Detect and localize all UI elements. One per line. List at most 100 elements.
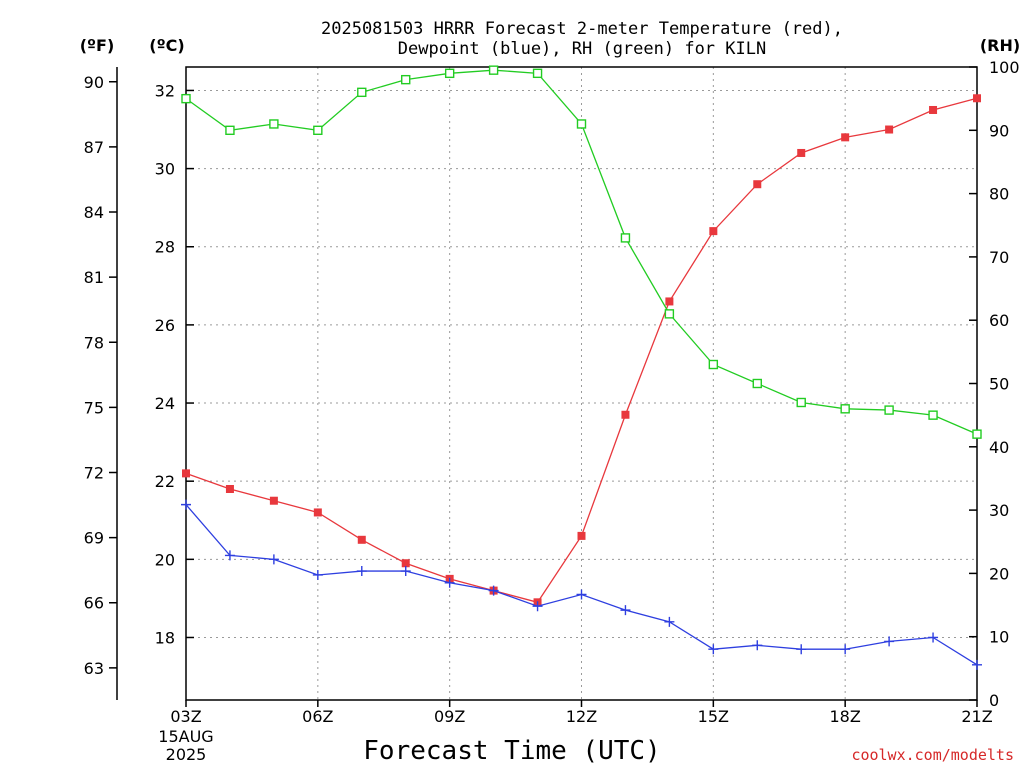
rh-point [752,378,762,389]
temperature-point [313,508,322,517]
temperature-point [665,297,674,306]
rh-point [928,410,938,420]
dewpoint-point [796,644,807,655]
temperature-point [357,535,366,544]
rh-point [664,309,675,319]
grid-lines [186,67,977,700]
dewpoint-point [532,601,543,612]
rh-tick-label: 40 [989,438,1009,457]
celsius-tick-label: 26 [155,316,175,335]
celsius-tick-label: 32 [155,81,175,100]
dewpoint-point [840,644,851,655]
fahrenheit-tick-label: 84 [84,203,104,222]
rh-point [444,68,455,79]
dewpoint-point [312,569,323,580]
celsius-tick-label: 24 [155,394,175,413]
dewpoint-point [181,499,191,510]
x-tick-label: 15Z [698,707,729,726]
dewpoint-point [488,585,499,596]
x-tick-label: 18Z [830,707,861,726]
dewpoint-point [928,632,939,643]
rh-tick-label: 80 [989,185,1009,204]
dewpoint-point [576,589,587,600]
temperature-point [973,94,981,103]
dewpoint-point [664,616,675,627]
dewpoint-point [708,644,719,655]
temperature-point [269,496,278,505]
x-axis-title: Forecast Time (UTC) [363,736,660,766]
fahrenheit-tick-label: 69 [84,529,104,548]
temperature-point [225,485,234,493]
dewpoint-point [400,566,411,577]
dewpoint-point [884,636,895,647]
fahrenheit-tick-label: 72 [84,464,104,483]
dewpoint-point [356,566,367,577]
rh-point [576,119,587,129]
fahrenheit-tick-label: 90 [84,73,104,92]
celsius-tick-label: 22 [155,472,175,491]
rh-point [269,119,279,129]
x-tick-label: 12Z [566,707,597,726]
fahrenheit-tick-label: 66 [84,594,104,613]
celsius-tick-label: 20 [155,550,175,569]
rh-tick-label: 20 [989,564,1009,583]
rh-point [225,125,235,136]
rh-point [532,68,543,79]
celsius-tick-label: 18 [155,628,175,647]
chart-title-line-1: 2025081503 HRRR Forecast 2-meter Tempera… [321,19,843,39]
rh-point [488,65,499,75]
axes [116,66,978,701]
rh-point [884,405,894,415]
rh-point [708,359,719,370]
temperature-point [401,559,410,568]
rh-tick-label: 0 [989,691,999,710]
credit-link[interactable]: coolwx.com/modelts [851,746,1014,764]
celsius-axis-label: (ºC) [149,36,184,55]
rh-point [313,125,323,136]
fahrenheit-tick-label: 87 [84,138,104,157]
dewpoint-point [752,640,763,651]
fahrenheit-tick-label: 81 [84,268,104,287]
dewpoint-point [620,605,631,616]
rh-point [181,93,191,104]
dewpoint-point [224,550,235,561]
dewpoint-point [444,577,455,588]
rh-point [972,429,982,439]
temperature-point [797,148,806,157]
rh-tick-label: 10 [989,628,1009,647]
rh-tick-label: 30 [989,501,1009,520]
rh-tick-label: 90 [989,121,1009,140]
dewpoint-point [268,554,279,565]
rh-tick-label: 70 [989,248,1009,267]
rh-point [840,404,850,414]
rh-point [401,74,411,85]
fahrenheit-tick-label: 63 [84,659,104,678]
temperature-point [709,227,718,236]
rh-tick-label: 60 [989,311,1009,330]
fahrenheit-tick-label: 75 [84,398,104,417]
x-date-day: 15AUG [158,727,213,746]
x-date-year: 2025 [166,745,207,764]
temperature-point [577,531,586,540]
chart-title-line-2: Dewpoint (blue), RH (green) for KILN [398,39,766,59]
x-tick-label: 09Z [434,707,465,726]
celsius-tick-label: 30 [155,160,175,179]
rh-point [796,397,806,408]
temperature-point [885,125,894,134]
rh-point [357,87,367,98]
temperature-point [841,133,850,142]
x-tick-label: 03Z [170,707,201,726]
temperature-point [929,105,938,114]
rh-tick-label: 100 [989,58,1020,77]
x-tick-label: 21Z [961,707,992,726]
temperature-point [753,180,762,189]
temperature-point [621,410,630,419]
fahrenheit-axis-label: (ºF) [80,36,115,55]
plot-frame [185,66,978,701]
dewpoint-point [972,659,982,670]
rh-axis-label: (RH) [980,36,1020,55]
rh-tick-label: 50 [989,375,1009,394]
axis-ticks: 03Z 06Z 09Z 12Z 15Z 18Z 21Z 18 20 22 24 26 28 30 32 63 6… [84,58,1020,726]
x-tick-label: 06Z [302,707,333,726]
